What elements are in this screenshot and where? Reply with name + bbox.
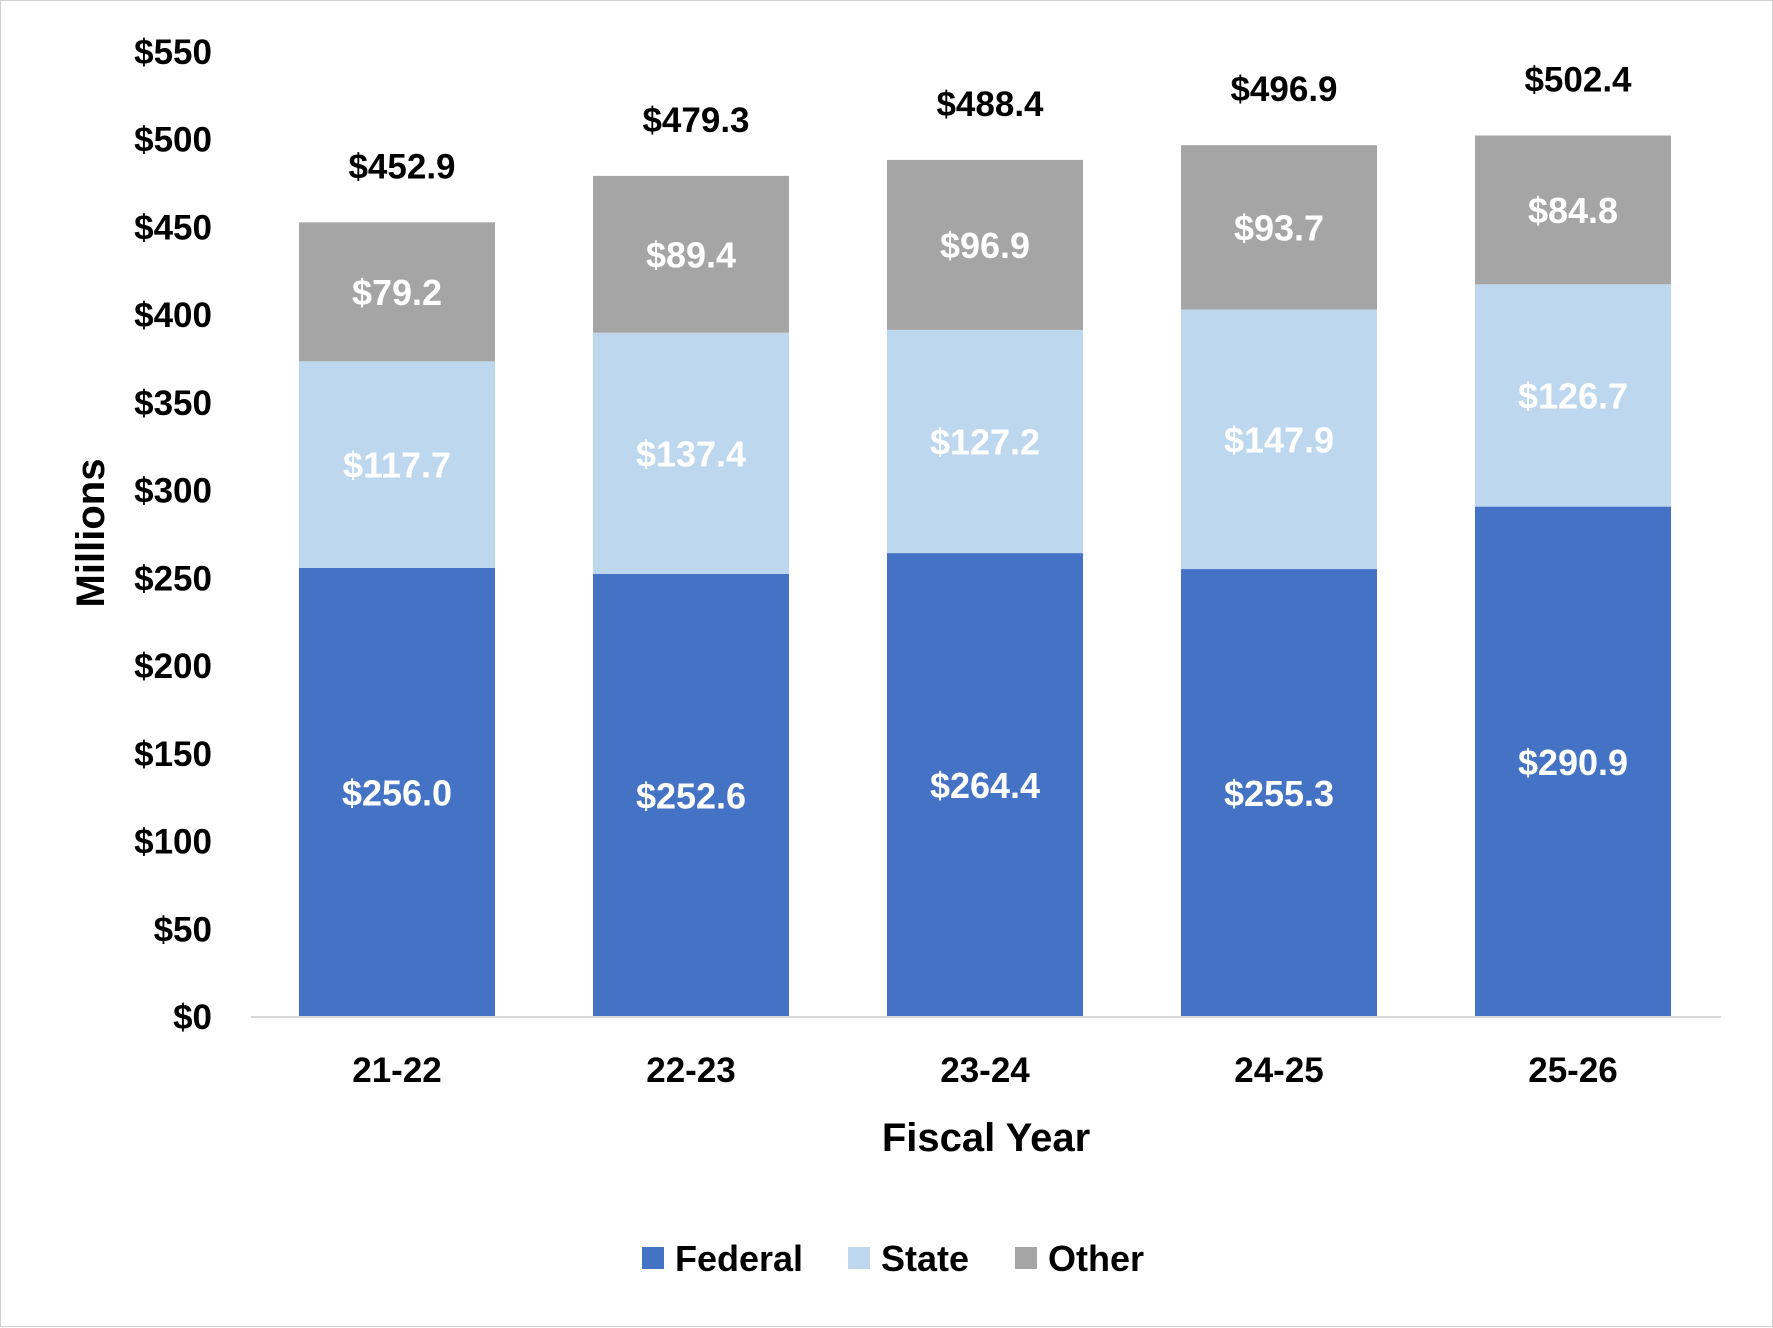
legend-label-state: State [881,1238,969,1279]
bar-federal [887,553,1083,1017]
bar-other [1181,145,1377,310]
data-label-state: $117.7 [343,445,451,486]
x-tick-label: 24-25 [1234,1051,1324,1090]
data-label-other: $79.2 [352,272,442,313]
bar-state [1181,309,1377,570]
bar-state [887,329,1083,554]
data-label-state: $127.2 [930,422,1040,463]
data-label-federal: $255.3 [1224,773,1334,814]
bar-other [887,159,1083,330]
y-tick-label: $500 [134,121,212,160]
y-tick-label: $100 [134,823,212,862]
data-label-federal: $252.6 [636,775,746,816]
bar-other [299,222,495,362]
y-tick-label: $150 [134,735,212,774]
total-label: $452.9 [348,147,455,186]
y-tick-label: $350 [134,384,212,423]
segment-labels: $256.0 $117.7 $79.2 $252.6 $137.4 $89.4 $264.4… [342,190,1628,816]
x-tick-label: 21-22 [352,1051,442,1090]
data-label-federal: $290.9 [1518,742,1628,783]
total-label: $479.3 [642,101,749,140]
data-label-state: $137.4 [636,433,746,474]
legend-label-other: Other [1048,1238,1144,1279]
x-tick-label: 23-24 [940,1051,1030,1090]
bar-state [299,361,495,568]
total-label: $488.4 [936,85,1044,124]
x-tick-label: 22-23 [646,1051,736,1090]
legend-label-federal: Federal [675,1238,803,1279]
y-axis-title: Millions [69,459,113,608]
data-label-state: $126.7 [1518,375,1628,416]
y-tick-label: $400 [134,296,212,335]
data-label-other: $93.7 [1234,207,1324,248]
data-label-other: $84.8 [1528,190,1618,231]
bar-federal [593,573,789,1017]
y-tick-label: $0 [173,998,212,1037]
y-tick-label: $50 [154,910,212,949]
y-tick-label: $250 [134,559,212,598]
y-tick-label: $450 [134,208,212,247]
y-axis-ticks: $0 $50 $100 $150 $200 $250 $300 $350 $400 $450 $50… [134,33,212,1037]
data-label-other: $89.4 [646,234,736,275]
bar-federal [1475,506,1671,1017]
bar-other [593,175,789,333]
legend-swatch-other [1015,1247,1037,1269]
y-tick-label: $300 [134,472,212,511]
legend: Federal State Other [642,1238,1144,1279]
data-label-state: $147.9 [1224,419,1334,460]
total-labels: $452.9 $479.3 $488.4 $496.9 $502.4 [348,61,1632,187]
x-axis-title: Fiscal Year [882,1116,1090,1160]
bar-other [1475,135,1671,285]
legend-swatch-federal [642,1247,664,1269]
legend-swatch-state [848,1247,870,1269]
y-tick-label: $200 [134,647,212,686]
data-label-other: $96.9 [940,225,1030,266]
total-label: $496.9 [1230,70,1337,109]
bar-state [593,332,789,574]
total-label: $502.4 [1524,61,1632,100]
data-label-federal: $256.0 [342,772,452,813]
bars [299,135,1671,1017]
y-tick-label: $550 [134,33,212,72]
x-axis-ticks: 21-22 22-23 23-24 24-25 25-26 [352,1051,1618,1090]
bar-federal [1181,569,1377,1017]
data-label-federal: $264.4 [930,765,1040,806]
bar-federal [299,567,495,1017]
x-tick-label: 25-26 [1528,1051,1618,1090]
bar-state [1475,284,1671,507]
